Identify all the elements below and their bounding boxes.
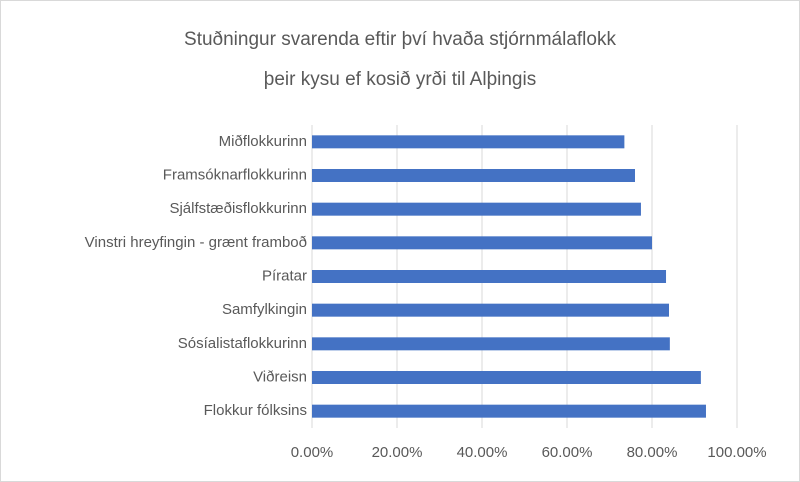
y-tick-label: Vinstri hreyfingin - grænt framboð <box>85 234 307 251</box>
chart-title: Stuðningur svarenda eftir því hvaða stjó… <box>184 29 616 50</box>
x-tick-label: 20.00% <box>372 444 423 461</box>
bar <box>312 202 641 216</box>
y-tick-label: Framsóknarflokkurinn <box>163 166 307 183</box>
x-tick-label: 60.00% <box>542 444 593 461</box>
y-tick-label: Samfylkingin <box>222 301 307 318</box>
bar <box>312 169 635 182</box>
y-tick-label: Viðreisn <box>253 368 307 385</box>
y-tick-label: Píratar <box>262 267 307 284</box>
y-tick-label: Sjálfstæðisflokkurinn <box>169 200 307 217</box>
x-tick-label: 100.00% <box>707 444 766 461</box>
bar <box>312 337 670 351</box>
x-tick-label: 80.00% <box>627 444 678 461</box>
x-tick-label: 40.00% <box>457 444 508 461</box>
y-tick-label: Miðflokkurinn <box>219 133 307 150</box>
x-tick-label: 0.00% <box>291 444 334 461</box>
y-tick-label: Flokkur fólksins <box>204 402 307 419</box>
bar <box>312 270 667 283</box>
chart-title: þeir kysu ef kosið yrði til Alþingis <box>264 69 536 90</box>
y-tick-label: Sósíalistaflokkurinn <box>178 335 307 352</box>
bar <box>312 303 669 317</box>
bar <box>312 236 652 250</box>
bar <box>312 371 701 384</box>
bar <box>312 135 625 149</box>
bar <box>312 404 706 418</box>
